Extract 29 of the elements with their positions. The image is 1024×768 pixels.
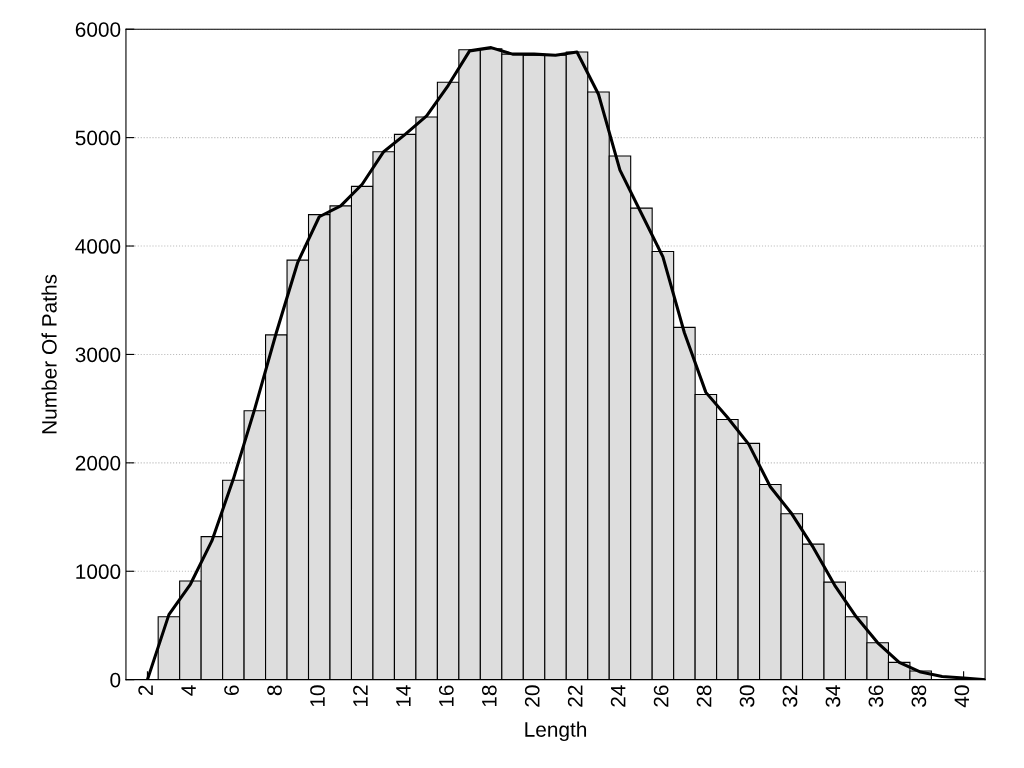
x-tick-label: 12 (353, 685, 368, 707)
x-tick-label: 18 (481, 685, 497, 707)
x-tick-label: 8 (267, 685, 282, 696)
x-tick-label: 32 (782, 685, 798, 707)
y-tick-label: 3000 (75, 347, 121, 363)
x-tick-label: 30 (739, 685, 755, 707)
y-tick-label: 0 (110, 672, 121, 688)
x-tick-label: 22 (567, 685, 583, 707)
x-axis-title: Length (525, 721, 587, 742)
x-tick-label: 4 (181, 685, 196, 696)
x-tick-label: 16 (438, 685, 454, 707)
x-tick-label: 40 (954, 685, 970, 708)
x-tick-label: 36 (868, 685, 884, 707)
x-tick-label: 10 (310, 685, 325, 707)
x-tick-label: 14 (396, 685, 411, 707)
x-tick-label: 20 (524, 685, 540, 707)
x-tick-label: 6 (224, 685, 239, 696)
x-tick-label: 2 (138, 685, 153, 696)
y-tick-label: 5000 (75, 130, 121, 146)
y-tick-label: 2000 (75, 455, 121, 471)
y-axis-title: Number Of Paths (41, 274, 57, 434)
y-tick-label: 1000 (76, 564, 121, 580)
x-tick-label: 38 (911, 685, 927, 707)
x-tick-label: 24 (610, 685, 626, 707)
y-tick-label: 6000 (75, 22, 121, 37)
x-tick-label: 28 (696, 685, 712, 707)
y-tick-label: 4000 (75, 239, 121, 254)
x-tick-label: 26 (653, 685, 669, 707)
x-tick-label: 34 (825, 685, 841, 707)
